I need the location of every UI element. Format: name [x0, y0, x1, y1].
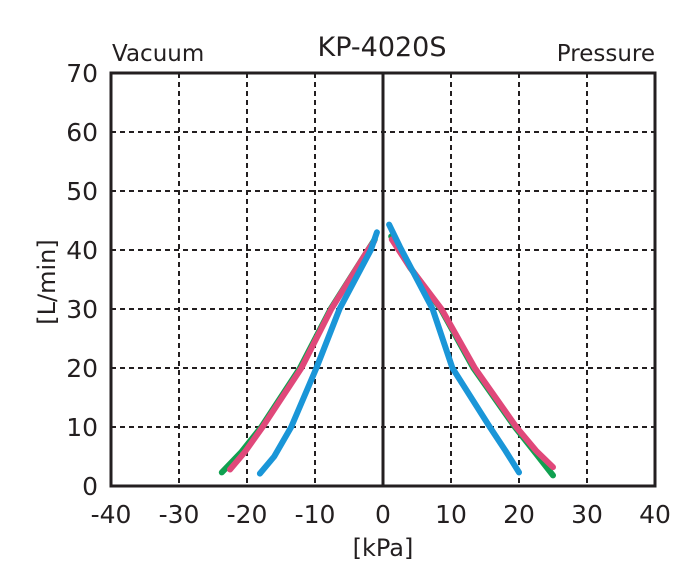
- x-tick-label: -30: [159, 500, 200, 529]
- y-tick-label: 50: [66, 177, 98, 206]
- chart-title: KP-4020S: [318, 32, 447, 63]
- y-tick-label: 10: [66, 413, 98, 442]
- y-axis-label: [L/min]: [33, 239, 61, 324]
- y-tick-label: 30: [66, 295, 98, 324]
- series-group: [218, 221, 556, 479]
- x-axis-label: [kPa]: [353, 534, 414, 562]
- x-tick-label: -10: [295, 500, 336, 529]
- y-tick-labels: 0 10 20 30 40 50 60 70: [66, 59, 98, 501]
- x-tick-label: 40: [639, 500, 671, 529]
- series-line-blue-pressure: [386, 221, 522, 476]
- x-tick-labels: -40 -30 -20 -10 0 10 20 30 40: [91, 500, 671, 529]
- x-tick-label: -40: [91, 500, 132, 529]
- y-tick-label: 70: [66, 59, 98, 88]
- x-tick-label: 20: [503, 500, 535, 529]
- series-line-blue-vacuum: [256, 229, 380, 477]
- x-tick-label: -20: [227, 500, 268, 529]
- vacuum-label: Vacuum: [112, 41, 204, 67]
- y-tick-label: 0: [82, 472, 98, 501]
- pressure-label: Pressure: [557, 41, 655, 67]
- x-tick-label: 10: [435, 500, 467, 529]
- x-tick-label: 30: [571, 500, 603, 529]
- y-tick-label: 20: [66, 354, 98, 383]
- x-tick-label: 0: [375, 500, 391, 529]
- y-tick-label: 60: [66, 118, 98, 147]
- y-tick-label: 40: [66, 236, 98, 265]
- plot-frame: [109, 71, 657, 488]
